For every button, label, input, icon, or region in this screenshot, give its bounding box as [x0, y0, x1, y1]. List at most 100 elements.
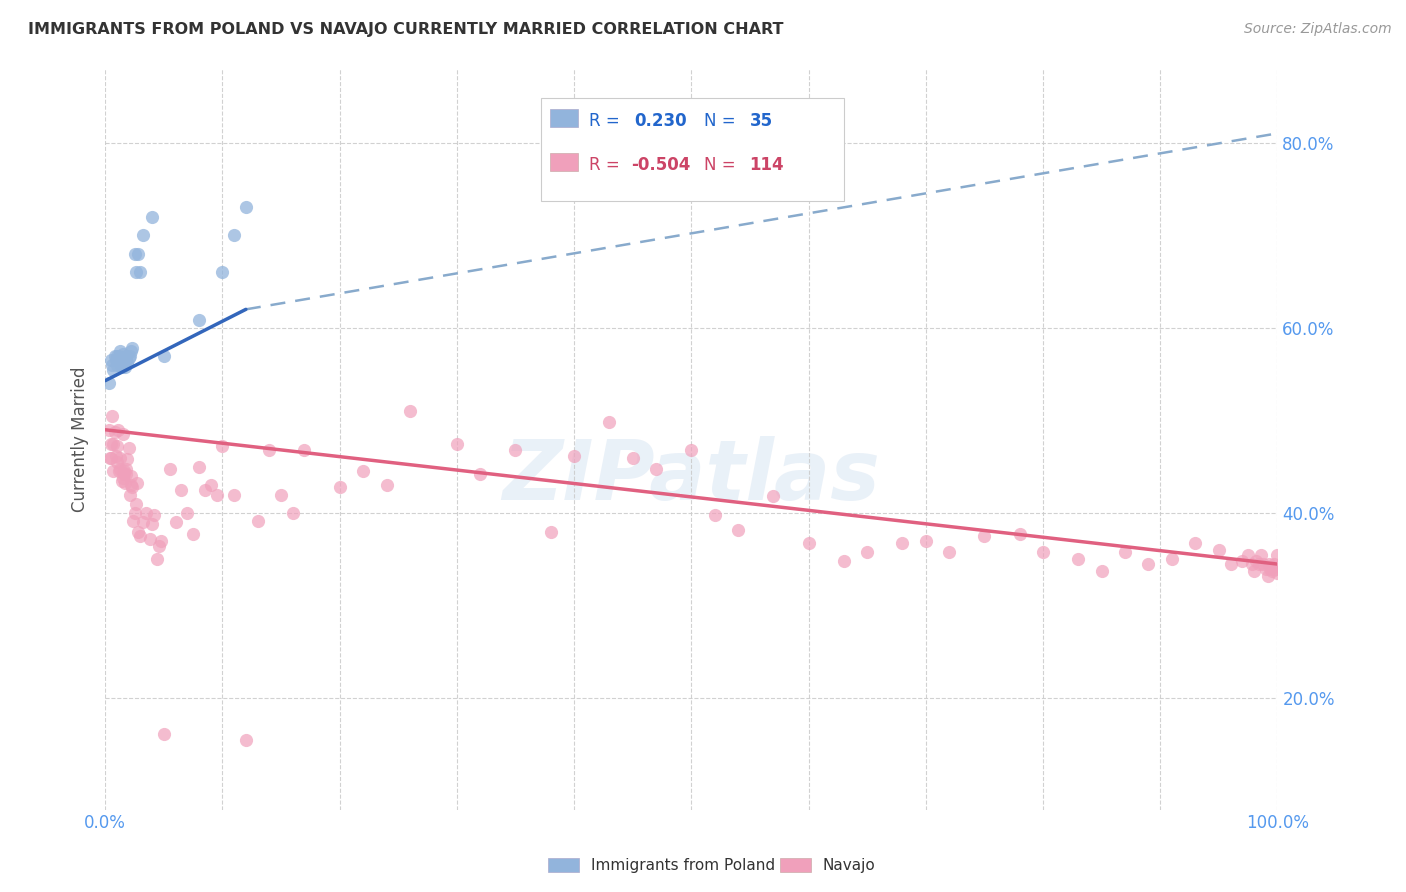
Point	[115, 353, 138, 368]
Point	[127, 247, 149, 261]
Point	[153, 726, 176, 740]
Point	[110, 461, 132, 475]
Point	[1258, 557, 1281, 571]
Point	[117, 356, 139, 370]
Point	[973, 529, 995, 543]
Text: R =: R =	[589, 112, 620, 129]
Point	[1250, 548, 1272, 562]
Point	[200, 478, 222, 492]
Point	[727, 523, 749, 537]
Point	[114, 476, 136, 491]
Point	[246, 514, 269, 528]
Point	[1219, 557, 1241, 571]
Point	[129, 529, 152, 543]
Point	[470, 467, 492, 482]
Point	[105, 358, 128, 372]
Point	[139, 532, 162, 546]
Point	[856, 545, 879, 559]
Text: -0.504: -0.504	[631, 156, 690, 174]
Point	[118, 351, 141, 365]
Point	[1067, 552, 1090, 566]
Point	[621, 450, 644, 465]
Point	[111, 359, 134, 374]
Text: R =: R =	[589, 156, 620, 174]
Text: Navajo: Navajo	[823, 858, 876, 872]
Point	[1243, 564, 1265, 578]
Point	[235, 733, 257, 747]
Point	[105, 455, 128, 469]
Point	[1264, 562, 1286, 576]
Point	[121, 341, 143, 355]
Point	[1237, 548, 1260, 562]
Point	[797, 535, 820, 549]
Point	[107, 423, 129, 437]
Point	[194, 483, 217, 497]
Point	[112, 353, 135, 368]
Point	[270, 487, 292, 501]
Point	[762, 490, 785, 504]
Point	[101, 358, 124, 372]
Point	[914, 533, 936, 548]
Point	[125, 265, 148, 279]
Text: Source: ZipAtlas.com: Source: ZipAtlas.com	[1244, 22, 1392, 37]
Point	[105, 439, 128, 453]
Point	[562, 449, 585, 463]
Point	[132, 516, 155, 530]
Text: 114: 114	[749, 156, 785, 174]
Point	[645, 461, 668, 475]
Point	[141, 210, 163, 224]
Point	[235, 201, 257, 215]
Point	[104, 449, 127, 463]
Point	[540, 524, 562, 539]
Point	[97, 423, 120, 437]
Point	[132, 228, 155, 243]
Point	[118, 442, 141, 456]
Point	[111, 474, 134, 488]
Point	[165, 516, 187, 530]
Point	[100, 436, 122, 450]
Point	[111, 347, 134, 361]
Point	[1090, 564, 1112, 578]
Point	[108, 465, 131, 479]
Y-axis label: Currently Married: Currently Married	[72, 367, 89, 512]
Point	[1161, 552, 1184, 566]
Point	[1032, 545, 1054, 559]
Point	[1260, 564, 1282, 578]
Point	[352, 465, 374, 479]
Point	[294, 443, 316, 458]
Point	[205, 487, 228, 501]
Point	[108, 349, 131, 363]
Point	[1137, 557, 1160, 571]
Point	[112, 467, 135, 482]
Point	[181, 526, 204, 541]
Text: ZIPatlas: ZIPatlas	[502, 435, 880, 516]
Point	[120, 344, 142, 359]
Point	[125, 476, 148, 491]
Point	[1257, 569, 1279, 583]
Text: IMMIGRANTS FROM POLAND VS NAVAJO CURRENTLY MARRIED CORRELATION CHART: IMMIGRANTS FROM POLAND VS NAVAJO CURRENT…	[28, 22, 783, 37]
Point	[110, 450, 132, 465]
Point	[118, 487, 141, 501]
Point	[129, 265, 152, 279]
Point	[938, 545, 960, 559]
Text: N =: N =	[704, 156, 735, 174]
Point	[103, 465, 125, 479]
Point	[103, 436, 125, 450]
Point	[1208, 543, 1230, 558]
Point	[97, 376, 120, 391]
Point	[104, 353, 127, 368]
Point	[1114, 545, 1136, 559]
Point	[115, 461, 138, 475]
Point	[446, 436, 468, 450]
Point	[127, 524, 149, 539]
Point	[111, 427, 134, 442]
Text: 35: 35	[749, 112, 772, 129]
Point	[1184, 535, 1206, 549]
Point	[117, 452, 139, 467]
Point	[124, 506, 146, 520]
Point	[100, 353, 122, 368]
Point	[703, 508, 725, 522]
Point	[281, 506, 304, 520]
Point	[211, 265, 233, 279]
Point	[100, 450, 122, 465]
